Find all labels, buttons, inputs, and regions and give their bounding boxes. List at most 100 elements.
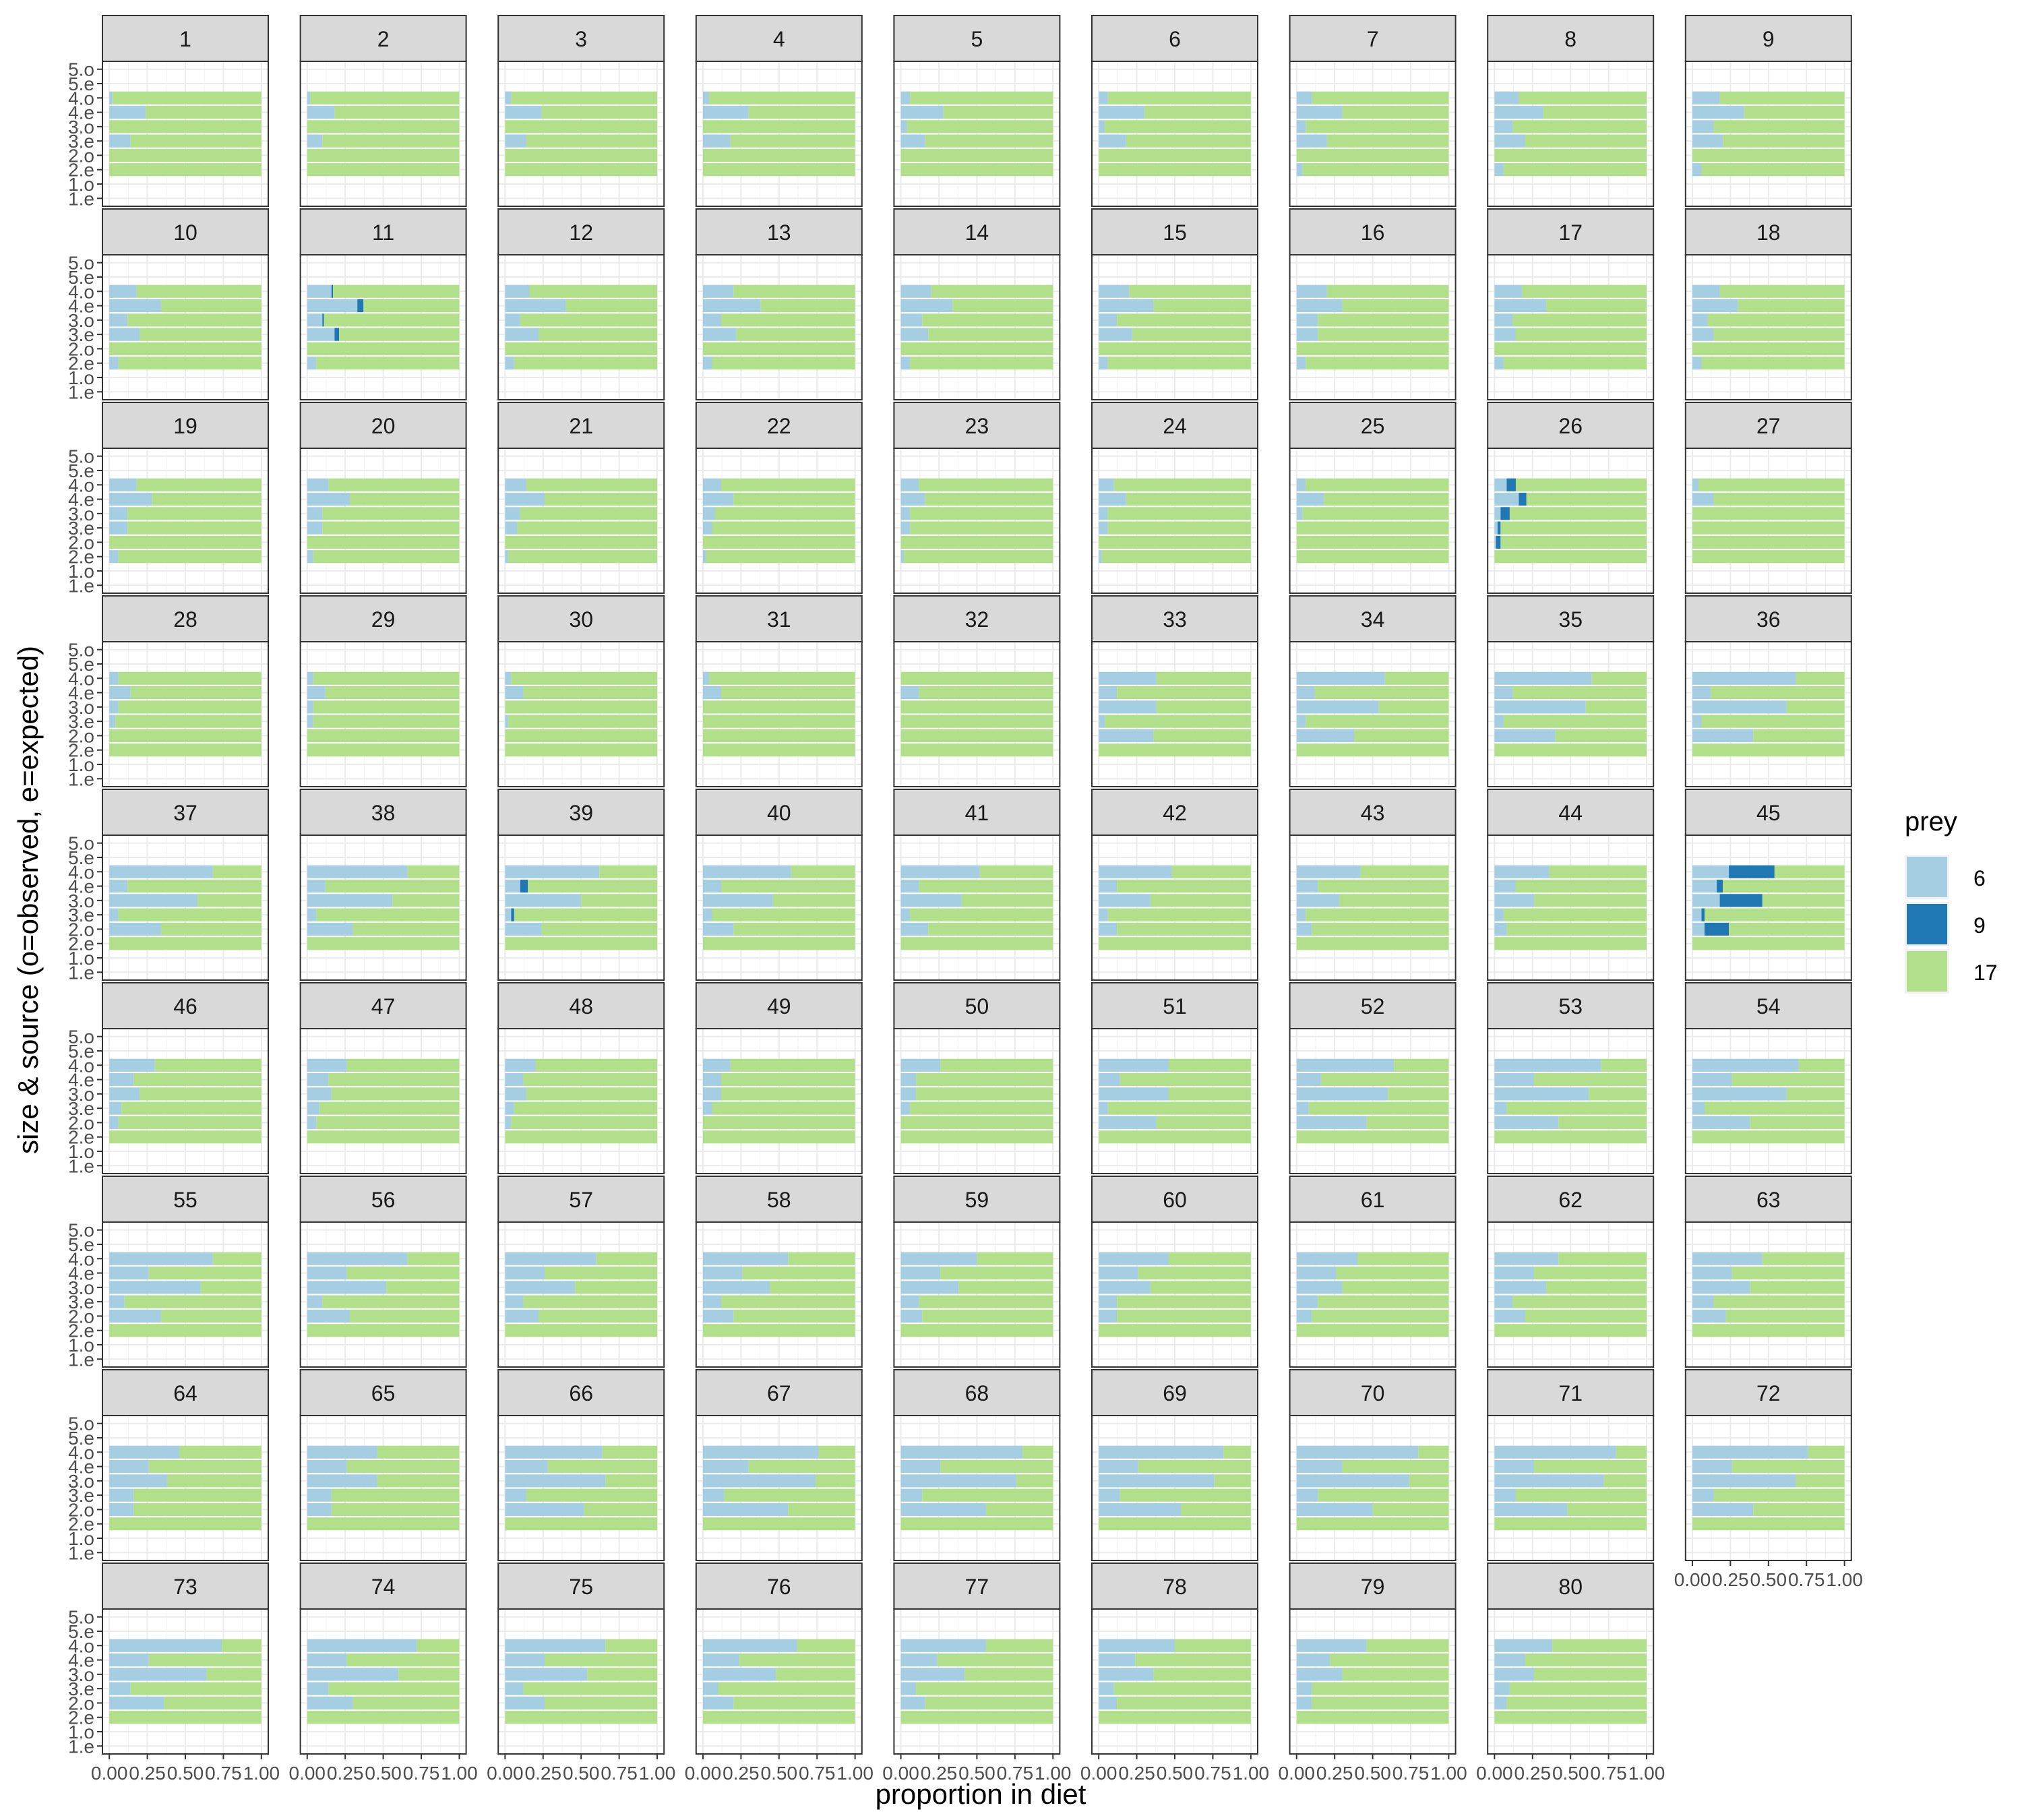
bar-segment-prey-17 (307, 729, 460, 743)
panel-border (299, 835, 467, 981)
bar-segment-prey-6 (1296, 1072, 1321, 1087)
bar-segment-prey-6 (702, 908, 712, 921)
bar-segment-prey-17 (160, 922, 262, 936)
y-tick-label: 2.e (68, 547, 94, 568)
facet-panel: 15 (1091, 208, 1258, 400)
bar-segment-prey-6 (505, 105, 542, 119)
facet-panel: 43 (1289, 789, 1457, 981)
x-tick-label: 0.00 (487, 1763, 524, 1784)
bar-segment-prey-17 (1719, 284, 1845, 298)
bar-segment-prey-6 (307, 1266, 347, 1280)
bar-segment-prey-17 (353, 1696, 460, 1710)
y-tick-label: 3.e (68, 1292, 94, 1312)
bar-segment-prey-17 (1786, 700, 1845, 714)
bar-segment-prey-6 (1692, 1474, 1796, 1488)
y-tick-label: 1.e (68, 768, 94, 789)
bar-segment-prey-6 (702, 1445, 819, 1459)
bar-segment-prey-17 (1692, 1517, 1845, 1531)
bar-segment-prey-6 (109, 357, 119, 370)
facet-panel: 80 0.00 0.25 0.50 0.75 1.00 (1476, 1563, 1665, 1784)
y-tick-label: 3.e (68, 905, 94, 926)
bar-segment-prey-6 (702, 1295, 722, 1308)
bar-segment-prey-6 (1099, 1445, 1224, 1459)
bar-segment-prey-17 (313, 700, 460, 714)
bar-segment-prey-17 (118, 550, 262, 564)
bar-segment-prey-6 (307, 550, 313, 564)
bar-segment-prey-6 (1692, 1266, 1732, 1280)
panel-border (497, 448, 665, 594)
y-tick-label: 4.e (68, 683, 94, 704)
bar-segment-prey-17 (1330, 1653, 1449, 1667)
bar-segment-prey-17 (1558, 1252, 1647, 1265)
bar-segment-prey-6 (900, 357, 911, 370)
bar-segment-prey-6 (505, 357, 514, 370)
x-tick-label: 0.00 (685, 1763, 722, 1784)
x-tick-label: 1.00 (1233, 1763, 1270, 1784)
bar-segment-prey-17 (742, 1266, 855, 1280)
bar-segment-prey-6 (505, 1639, 606, 1652)
y-tick-label: 3.e (68, 1485, 94, 1506)
bar-segment-prey-17 (1732, 1266, 1845, 1280)
bar-segment-prey-6 (1296, 163, 1303, 177)
panel-border (1091, 641, 1258, 787)
bar-segment-prey-6 (702, 865, 791, 878)
bar-segment-prey-6 (307, 134, 323, 148)
bar-segment-prey-17 (928, 922, 1053, 936)
panel-border (299, 1221, 467, 1368)
y-tick-label: 4.e (68, 1650, 94, 1671)
bar-segment-prey-6 (1494, 535, 1496, 549)
bar-segment-prey-17 (118, 357, 262, 370)
facet-strip (1684, 595, 1852, 642)
facet-label: 53 (1558, 994, 1583, 1019)
bar-segment-prey-17 (1306, 120, 1449, 133)
y-tick-label: 3.o (68, 890, 94, 911)
bar-segment-prey-6 (307, 1639, 417, 1652)
bar-segment-prey-6 (1099, 715, 1105, 728)
bar-segment-prey-17 (523, 1295, 658, 1308)
bar-segment-prey-17 (333, 284, 460, 298)
panel-border (299, 448, 467, 594)
bar-segment-prey-6 (307, 865, 408, 878)
bar-segment-prey-6 (702, 686, 722, 700)
facet-strip (1289, 982, 1457, 1029)
bar-segment-prey-6 (1296, 1503, 1373, 1517)
bar-segment-prey-9 (1497, 521, 1501, 535)
panel-border (1684, 61, 1852, 207)
bar-segment-prey-6 (1494, 1116, 1559, 1130)
y-tick-label: 3.o (68, 1664, 94, 1685)
facet-label: 72 (1756, 1381, 1781, 1405)
bar-segment-prey-6 (1692, 1309, 1726, 1323)
facet-strip (299, 1369, 467, 1416)
legend-label: 9 (1973, 913, 1986, 938)
bar-segment-prey-6 (307, 671, 313, 685)
facet-label: 49 (767, 994, 791, 1019)
bar-segment-prey-17 (1719, 91, 1845, 104)
y-tick-label: 4.o (68, 1248, 94, 1269)
facet-strip (299, 982, 467, 1029)
bar-segment-prey-6 (505, 894, 582, 907)
bar-segment-prey-6 (109, 1266, 149, 1280)
facet-label: 57 (569, 1188, 593, 1212)
panel-border (893, 1221, 1061, 1368)
bar-segment-prey-6 (900, 1474, 1017, 1488)
panel-border (497, 61, 665, 207)
bar-segment-prey-17 (1705, 908, 1845, 921)
bar-segment-prey-6 (109, 879, 128, 893)
facet-strip (497, 789, 665, 836)
bar-segment-prey-6 (109, 478, 137, 491)
bar-segment-prey-17 (1506, 1696, 1647, 1710)
y-tick-label: 2.o (68, 1693, 94, 1713)
bar-segment-prey-6 (1296, 686, 1315, 700)
facet-label: 58 (767, 1188, 791, 1212)
facet-strip (893, 1369, 1061, 1416)
x-tick-label: 0.75 (1788, 1569, 1825, 1590)
bar-segment-prey-6 (1296, 894, 1339, 907)
facet-panel: 68 (893, 1369, 1061, 1561)
bar-segment-prey-6 (1099, 1668, 1154, 1681)
bar-segment-prey-6 (702, 1459, 749, 1474)
panel-border (1487, 641, 1655, 787)
bar-segment-prey-6 (307, 686, 326, 700)
bar-segment-prey-6 (505, 1668, 588, 1681)
bar-segment-prey-6 (1692, 715, 1702, 728)
y-tick-label: 4.e (68, 102, 94, 123)
